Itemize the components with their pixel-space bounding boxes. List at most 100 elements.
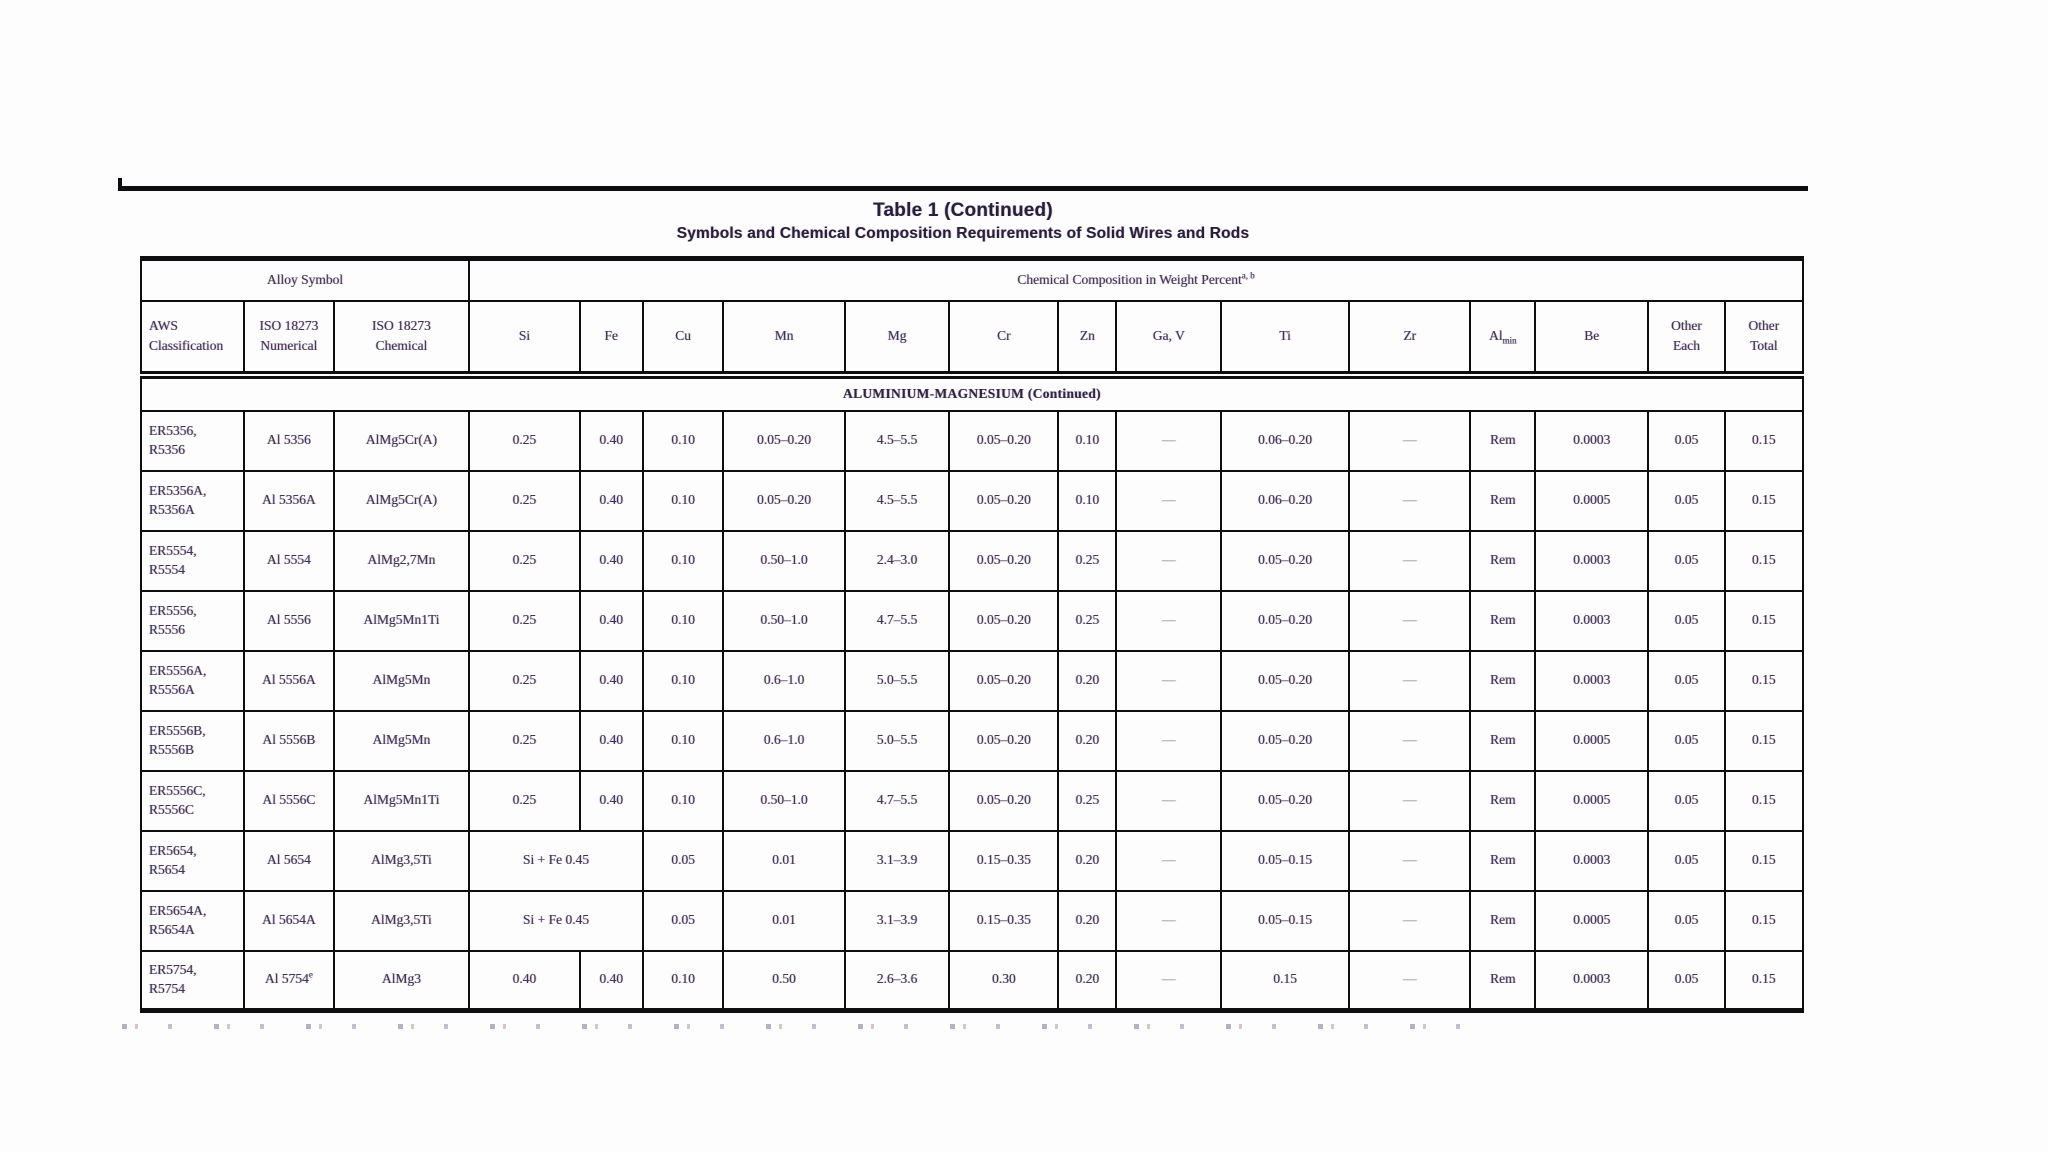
cell-other_total: 0.15	[1723, 829, 1805, 892]
column-header-iso_chem: ISO 18273 Chemical	[332, 299, 471, 379]
cell-gav: —	[1115, 769, 1223, 832]
cell-fe: 0.40	[578, 529, 644, 592]
cell-cu: 0.10	[641, 589, 725, 652]
cell-zn: 0.20	[1057, 709, 1118, 772]
cell-al: Rem	[1469, 949, 1537, 1013]
cell-fe: 0.40	[578, 409, 644, 472]
column-header-cr: Cr	[948, 299, 1060, 379]
cell-si: 0.40	[468, 949, 581, 1013]
cell-iso_num: Al 5556B	[243, 709, 335, 772]
cell-iso_num: Al 5654A	[243, 889, 335, 952]
cell-zr: —	[1348, 889, 1472, 952]
cell-mn: 0.50–1.0	[722, 529, 846, 592]
cell-ti: 0.15	[1220, 949, 1351, 1013]
cell-mn: 0.01	[722, 829, 846, 892]
cell-be: 0.0005	[1534, 709, 1650, 772]
cell-cr: 0.05–0.20	[948, 649, 1060, 712]
cell-fe: 0.40	[578, 649, 644, 712]
table-row: ER5356A, R5356A Al 5356A AlMg5Cr(A) 0.25 0.4…	[139, 469, 1805, 532]
cell-zr: —	[1348, 709, 1472, 772]
cell-iso_chem: AlMg5Mn	[332, 709, 471, 772]
cell-zn: 0.10	[1057, 409, 1118, 472]
cell-be: 0.0003	[1534, 529, 1650, 592]
cell-cr: 0.05–0.20	[948, 769, 1060, 832]
cell-cr: 0.05–0.20	[948, 589, 1060, 652]
cell-fe: 0.40	[578, 769, 644, 832]
cell-aws: ER5554, R5554	[139, 529, 246, 592]
table-row: ER5356, R5356 Al 5356 AlMg5Cr(A) 0.25 0.40 0.…	[139, 409, 1805, 472]
cell-mn: 0.05–0.20	[722, 409, 846, 472]
cell-si: 0.25	[468, 409, 581, 472]
cell-mg: 4.5–5.5	[843, 409, 951, 472]
group-header-alloy-symbol-label: Alloy Symbol	[267, 272, 344, 288]
group-header-footnote-sup: a, b	[1241, 270, 1255, 281]
cell-iso_num: Al 5356	[243, 409, 335, 472]
cell-al: Rem	[1469, 769, 1537, 832]
cell-iso_num: Al 5554	[243, 529, 335, 592]
section-header-row: ALUMINIUM-MAGNESIUM (Continued)	[140, 374, 1804, 412]
cell-cr: 0.05–0.20	[948, 709, 1060, 772]
cell-other_total: 0.15	[1723, 649, 1805, 712]
cell-aws: ER5654A, R5654A	[139, 889, 246, 952]
cell-be: 0.0005	[1534, 769, 1650, 832]
table-row: ER5556, R5556 Al 5556 AlMg5Mn1Ti 0.25 0.40 0.…	[139, 589, 1805, 652]
column-header-zr: Zr	[1348, 299, 1472, 379]
cell-other_each: 0.05	[1647, 889, 1726, 952]
cell-aws: ER5556B, R5556B	[139, 709, 246, 772]
table-row: ER5556A, R5556A Al 5556A AlMg5Mn 0.25 0.40 0.…	[139, 649, 1805, 712]
cell-zr: —	[1348, 649, 1472, 712]
cell-ti: 0.06–0.20	[1220, 409, 1351, 472]
cell-be: 0.0003	[1534, 829, 1650, 892]
cell-mg: 2.4–3.0	[843, 529, 951, 592]
cell-si: 0.25	[468, 589, 581, 652]
cell-other_each: 0.05	[1647, 829, 1726, 892]
cell-other_total: 0.15	[1723, 529, 1805, 592]
cell-mg: 5.0–5.5	[843, 649, 951, 712]
column-header-fe: Fe	[578, 299, 644, 379]
cell-mg: 2.6–3.6	[843, 949, 951, 1013]
cell-fe: 0.40	[578, 949, 644, 1013]
cell-cu: 0.10	[641, 529, 725, 592]
cell-gav: —	[1115, 589, 1223, 652]
top-rule	[118, 178, 1808, 191]
composition-table: Alloy Symbol Chemical Composition in Wei…	[139, 256, 1805, 1013]
cell-cu: 0.10	[641, 409, 725, 472]
cell-iso_num-sup: e	[308, 969, 313, 980]
cell-zr: —	[1348, 589, 1472, 652]
cell-aws: ER5556C, R5556C	[139, 769, 246, 832]
cell-fe: 0.40	[578, 589, 644, 652]
cell-si: 0.25	[468, 469, 581, 532]
cell-iso_chem: AlMg5Cr(A)	[332, 409, 471, 472]
cell-iso_num: Al 5356A	[243, 469, 335, 532]
cell-si-fe: Si + Fe 0.45	[468, 829, 644, 892]
table-row: ER5754, R5754 Al 5754e AlMg3 0.40 0.40 0.10 0.…	[139, 949, 1805, 1013]
column-header-aws: AWS Classification	[139, 299, 246, 379]
cell-iso_chem: AlMg2,7Mn	[332, 529, 471, 592]
cell-mn: 0.01	[722, 889, 846, 952]
cell-be: 0.0003	[1534, 589, 1650, 652]
cell-cu: 0.10	[641, 949, 725, 1013]
cell-gav: —	[1115, 949, 1223, 1013]
cell-iso_chem: AlMg3,5Ti	[332, 829, 471, 892]
cell-iso_chem: AlMg3	[332, 949, 471, 1013]
cell-al: Rem	[1469, 409, 1537, 472]
column-header-other_total: Other Total	[1723, 299, 1805, 379]
cell-zr: —	[1348, 769, 1472, 832]
cell-other_each: 0.05	[1647, 769, 1726, 832]
cell-al: Rem	[1469, 829, 1537, 892]
cell-be: 0.0005	[1534, 889, 1650, 952]
cell-zn: 0.10	[1057, 469, 1118, 532]
cell-gav: —	[1115, 409, 1223, 472]
cell-gav: —	[1115, 889, 1223, 952]
cell-cr: 0.30	[948, 949, 1060, 1013]
page-title: Table 1 (Continued)	[873, 200, 1053, 221]
cell-iso_chem: AlMg5Mn1Ti	[332, 589, 471, 652]
column-header-iso_num: ISO 18273 Numerical	[243, 299, 335, 379]
cell-mn: 0.50–1.0	[722, 589, 846, 652]
cell-other_total: 0.15	[1723, 469, 1805, 532]
cell-cu: 0.10	[641, 769, 725, 832]
cell-si: 0.25	[468, 529, 581, 592]
cell-ti: 0.05–0.15	[1220, 829, 1351, 892]
cell-ti: 0.06–0.20	[1220, 469, 1351, 532]
